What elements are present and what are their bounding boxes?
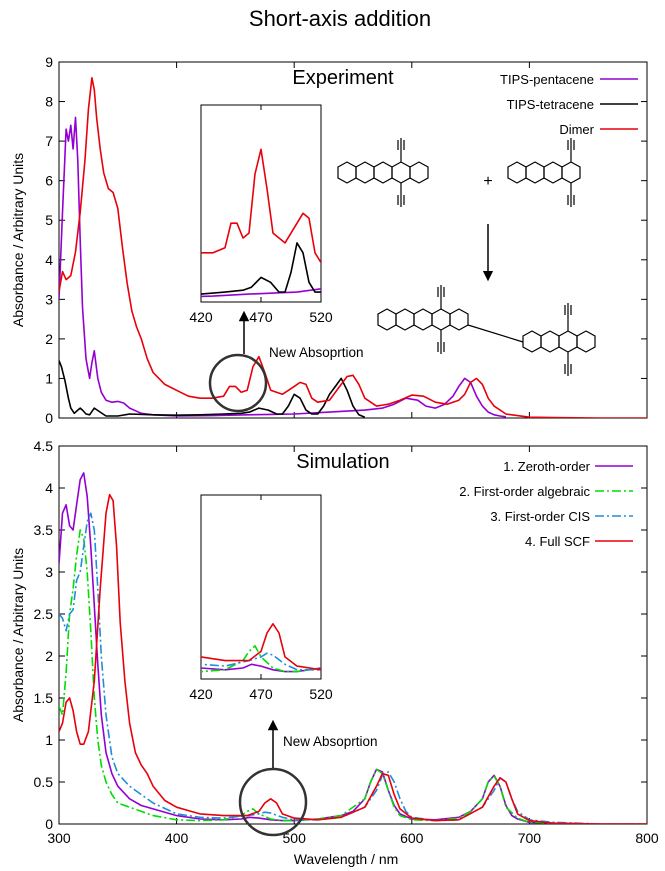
- ylabel-simulation: Absorbance / Arbitrary Units: [10, 548, 26, 722]
- xlabel: Wavelength / nm: [294, 851, 399, 867]
- new-absorption-circle-simulation: [238, 767, 308, 837]
- inset-xtick-label: 420: [189, 309, 213, 325]
- ytick-label: 4: [45, 252, 53, 268]
- inset-xtick-label: 520: [309, 309, 333, 325]
- inset-series-line-dimer: [201, 148, 321, 264]
- inset-lines-experiment: [201, 148, 321, 298]
- inset-ticks-simulation: 420 470 520: [189, 495, 333, 702]
- legend-experiment: TIPS-pentacene TIPS-tetracene Dimer: [500, 72, 638, 137]
- ytick-label: 0: [45, 816, 53, 832]
- axis-ticks-simulation: 0 0.5 1 1.5 2 2.5 3 3.5 4 4.5 300 400 500 600 700 800: [34, 438, 659, 846]
- molecule-tips-pentacene: [337, 138, 429, 207]
- ytick-label: 1: [45, 370, 53, 386]
- ytick-label: 0.5: [34, 774, 54, 790]
- plot-frame-experiment: [58, 61, 648, 419]
- series-line-2-first-order-algebraic: [59, 529, 647, 824]
- panel-title-experiment: Experiment: [292, 67, 394, 89]
- ytick-label: 6: [45, 173, 53, 189]
- xtick-label: 500: [283, 830, 307, 846]
- series-lines-simulation: [59, 472, 647, 824]
- xtick-label: 600: [400, 830, 424, 846]
- inset-series-line-4-full-scf: [201, 622, 321, 671]
- inset-lines-simulation: [201, 622, 321, 673]
- xtick-label: 800: [635, 830, 659, 846]
- legend-label-2-first-order-algebraic: 2. First-order algebraic: [459, 484, 590, 499]
- ytick-label: 4.5: [34, 438, 54, 454]
- inset-series-line-2-first-order-algebraic: [201, 645, 321, 673]
- figure-title: Short-axis addition: [249, 6, 431, 31]
- ytick-label: 3: [45, 291, 53, 307]
- ytick-label: 2.5: [34, 606, 54, 622]
- ytick-label: 1: [45, 732, 53, 748]
- legend-label-1-zeroth-order: 1. Zeroth-order: [503, 459, 590, 474]
- panel-simulation: 0 0.5 1 1.5 2 2.5 3 3.5 4 4.5 300 400 500 600 700 800 S…: [10, 438, 659, 867]
- inset-xtick-label: 520: [309, 686, 333, 702]
- molecule-dimer: [377, 285, 596, 376]
- ytick-label: 7: [45, 133, 53, 149]
- ytick-label: 2: [45, 331, 53, 347]
- legend-label-tips-pentacene: TIPS-pentacene: [500, 72, 594, 87]
- inset-xtick-label: 470: [249, 686, 273, 702]
- ytick-label: 9: [45, 54, 53, 70]
- legend-label-4-full-scf: 4. Full SCF: [525, 534, 590, 549]
- plot-frame-simulation: [58, 445, 648, 825]
- xtick-label: 700: [518, 830, 542, 846]
- series-line-4-full-scf: [59, 493, 647, 824]
- inset-frame-experiment: [200, 104, 322, 303]
- molecule-tips-tetracene: [507, 138, 581, 207]
- inset-series-line-tips-tetracene: [201, 242, 321, 295]
- legend-simulation: 1. Zeroth-order 2. First-order algebraic 3…: [459, 459, 633, 549]
- new-absorption-circle-experiment: [208, 353, 268, 413]
- legend-label-tips-tetracene: TIPS-tetracene: [507, 97, 594, 112]
- legend-label-3-first-order-cis: 3. First-order CIS: [490, 509, 590, 524]
- inset-xtick-label: 470: [249, 309, 273, 325]
- new-absorption-label-simulation: New Absoprtion: [283, 734, 378, 749]
- ytick-label: 8: [45, 94, 53, 110]
- ytick-label: 1.5: [34, 690, 54, 706]
- new-absorption-label-experiment: New Absoprtion: [269, 345, 364, 360]
- xtick-label: 400: [165, 830, 189, 846]
- inset-series-line-3-first-order-cis: [201, 652, 321, 671]
- inset-series-line-tips-pentacene: [201, 288, 321, 298]
- ytick-label: 5: [45, 212, 53, 228]
- ytick-label: 4: [45, 480, 53, 496]
- plus-sign: +: [483, 173, 492, 190]
- ytick-label: 3.5: [34, 522, 54, 538]
- axis-ticks-experiment: 0 1 2 3 4 5 6 7 8 9: [45, 54, 648, 426]
- series-line-3-first-order-cis: [59, 512, 647, 824]
- xtick-label: 300: [47, 830, 71, 846]
- ytick-label: 2: [45, 648, 53, 664]
- ytick-label: 3: [45, 564, 53, 580]
- panel-title-simulation: Simulation: [296, 451, 389, 473]
- inset-xtick-label: 420: [189, 686, 213, 702]
- ytick-label: 0: [45, 410, 53, 426]
- legend-label-dimer: Dimer: [559, 122, 594, 137]
- series-line-1-zeroth-order: [59, 472, 647, 824]
- ylabel-experiment: Absorbance / Arbitrary Units: [10, 153, 26, 327]
- inset-ticks-experiment: 420 470 520: [189, 105, 333, 325]
